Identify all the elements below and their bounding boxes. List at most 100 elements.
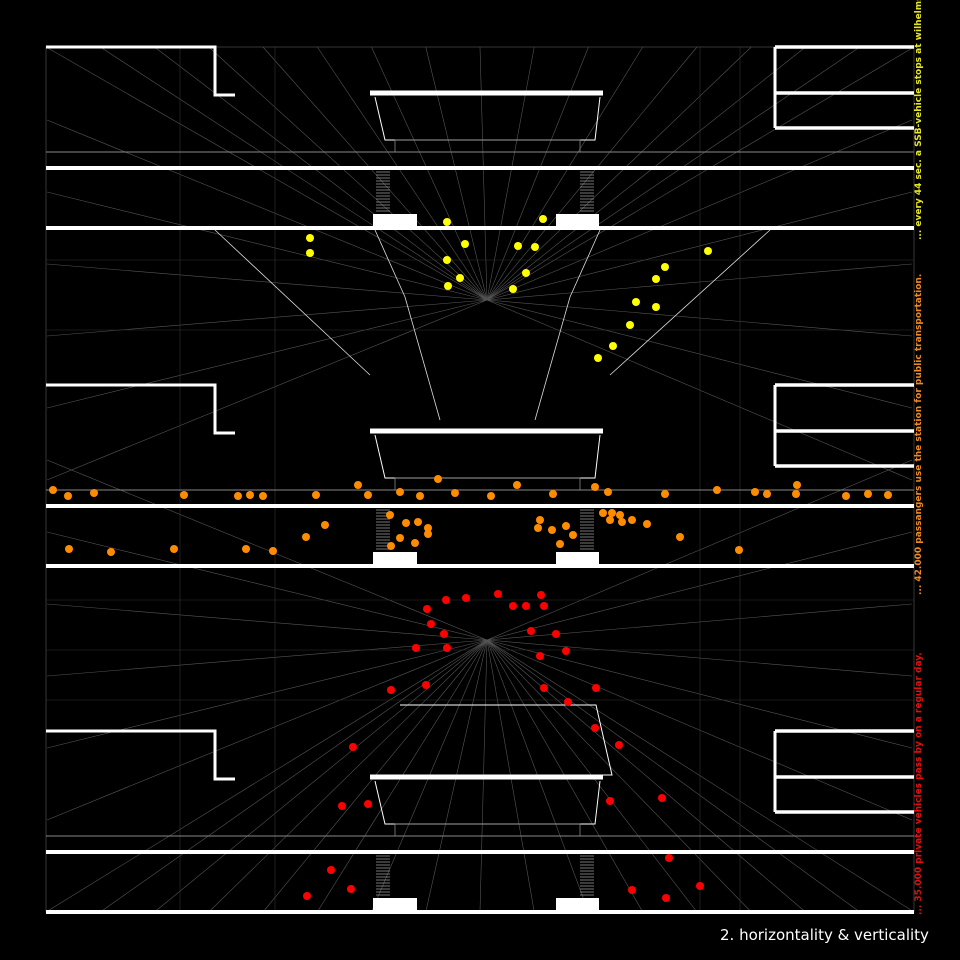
passenger-dot — [65, 545, 73, 553]
passenger-dot — [321, 521, 329, 529]
private-vehicle-dot — [591, 724, 599, 732]
passenger-dot — [312, 491, 320, 499]
perspective-line — [208, 639, 488, 913]
ssb-vehicle-dot — [522, 269, 530, 277]
perspective-line — [486, 639, 752, 913]
private-vehicle-dot — [387, 686, 395, 694]
passenger-dot — [424, 530, 432, 538]
perspective-line — [46, 119, 488, 301]
perspective-line — [46, 639, 488, 677]
stair-block — [373, 898, 417, 911]
stair-block — [373, 214, 417, 227]
private-vehicle-dot — [440, 630, 448, 638]
ssb-vehicle-dot — [609, 342, 617, 350]
perspective-line — [486, 639, 806, 913]
level-2 — [46, 383, 914, 568]
private-vehicle-dot — [338, 802, 346, 810]
ramp-line — [404, 296, 441, 421]
perspective-line — [486, 459, 913, 641]
passenger-dot — [548, 526, 556, 534]
passenger-dot — [424, 524, 432, 532]
private-vehicle-dot — [443, 644, 451, 652]
frame — [45, 46, 915, 913]
perspective-line — [486, 46, 644, 301]
passenger-dot — [608, 509, 616, 517]
passenger-dot — [628, 516, 636, 524]
perspective-line — [486, 263, 913, 301]
passenger-dot — [242, 545, 250, 553]
perspective-line — [45, 46, 488, 301]
passenger-dot — [618, 518, 626, 526]
platform-base — [394, 139, 581, 153]
stair-block — [556, 898, 599, 911]
private-vehicle-dot — [552, 630, 560, 638]
passenger-dot — [451, 489, 459, 497]
passenger-dot — [434, 475, 442, 483]
passenger-dot — [49, 486, 57, 494]
perspective-line — [479, 46, 488, 301]
private-vehicle-dot — [412, 644, 420, 652]
ssb-vehicle-dot — [461, 240, 469, 248]
annotation-ssb-vehicles: ... every 44 sec. a SSB-vehicle stops at… — [914, 0, 924, 240]
passenger-dot — [864, 490, 872, 498]
perspective-line — [46, 299, 488, 337]
private-vehicle-dot — [564, 698, 572, 706]
ssb-vehicle-dot — [531, 243, 539, 251]
passenger-dot — [302, 533, 310, 541]
passenger-dot — [414, 518, 422, 526]
passenger-dot — [386, 511, 394, 519]
platform-body — [374, 780, 601, 825]
private-vehicle-dot — [562, 647, 570, 655]
private-vehicle-dot — [696, 882, 704, 890]
perspective-line — [46, 531, 488, 641]
private-vehicle-dot — [665, 854, 673, 862]
ssb-vehicle-dot — [514, 242, 522, 250]
private-vehicle-dot — [427, 620, 435, 628]
perspective-line — [486, 639, 913, 821]
passenger-dot — [661, 490, 669, 498]
passenger-dot — [569, 531, 577, 539]
perspective-line — [46, 191, 488, 301]
passenger-dot — [396, 488, 404, 496]
perspective-line — [317, 46, 488, 301]
annotation-passengers: ... 42.000 passangers use the station fo… — [914, 273, 924, 595]
passenger-dot — [604, 488, 612, 496]
flow-dots — [49, 215, 892, 902]
private-vehicle-dot — [462, 594, 470, 602]
private-vehicle-dot — [303, 892, 311, 900]
passenger-dot — [411, 539, 419, 547]
private-vehicle-dot — [347, 885, 355, 893]
private-vehicle-dot — [422, 681, 430, 689]
ramp-line — [374, 229, 406, 298]
perspective-line — [371, 46, 488, 301]
ssb-vehicle-dot — [661, 263, 669, 271]
perspective-line — [100, 46, 488, 301]
passenger-dot — [487, 492, 495, 500]
ramp-line — [569, 229, 601, 298]
perspective-line — [154, 46, 488, 301]
perspective-line — [486, 46, 535, 301]
perspective-line — [486, 299, 913, 409]
perspective-line — [486, 191, 913, 301]
ssb-vehicle-dot — [652, 303, 660, 311]
passenger-dot — [107, 548, 115, 556]
passenger-dot — [643, 520, 651, 528]
passenger-dot — [364, 491, 372, 499]
perspective-line — [486, 603, 913, 641]
passenger-dot — [170, 545, 178, 553]
stair-block — [373, 552, 417, 565]
passenger-dot — [90, 489, 98, 497]
perspective-line — [486, 46, 915, 301]
ssb-vehicle-dot — [594, 354, 602, 362]
perspective-line — [425, 46, 488, 301]
perspective-line — [486, 46, 752, 301]
private-vehicle-dot — [522, 602, 530, 610]
passenger-dot — [616, 511, 624, 519]
passenger-dot — [259, 492, 267, 500]
stair-block — [556, 552, 599, 565]
platform-base — [394, 477, 581, 491]
left-building — [46, 729, 235, 781]
private-vehicle-dot — [349, 743, 357, 751]
passenger-dot — [562, 522, 570, 530]
